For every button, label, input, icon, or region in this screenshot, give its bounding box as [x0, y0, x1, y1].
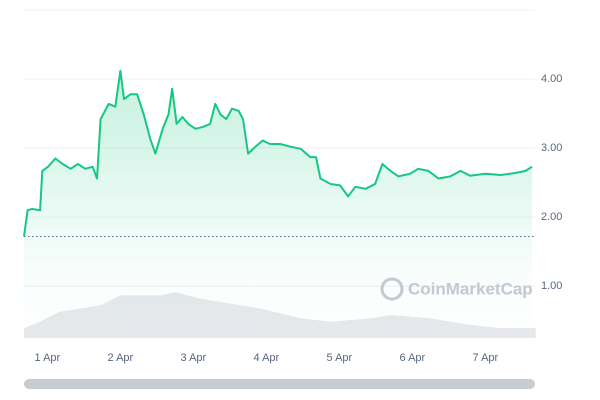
- x-tick-label: 6 Apr: [400, 352, 426, 364]
- x-tick-label: 2 Apr: [108, 352, 134, 364]
- x-tick-label: 4 Apr: [254, 352, 280, 364]
- watermark: CoinMarketCap: [408, 279, 533, 298]
- scrollbar[interactable]: [24, 379, 535, 389]
- x-tick-label: 7 Apr: [473, 352, 499, 364]
- y-tick-label: 2.00: [541, 211, 562, 223]
- watermark-logo: [380, 277, 404, 301]
- price-area: [24, 70, 533, 339]
- y-tick-label: 3.00: [541, 142, 562, 154]
- price-line: [23, 69, 533, 237]
- y-tick-label: 1.00: [541, 280, 562, 292]
- x-tick-label: 1 Apr: [35, 352, 61, 364]
- x-tick-label: 3 Apr: [181, 352, 207, 364]
- y-tick-label: 4.00: [541, 73, 562, 85]
- x-tick-label: 5 Apr: [327, 352, 353, 364]
